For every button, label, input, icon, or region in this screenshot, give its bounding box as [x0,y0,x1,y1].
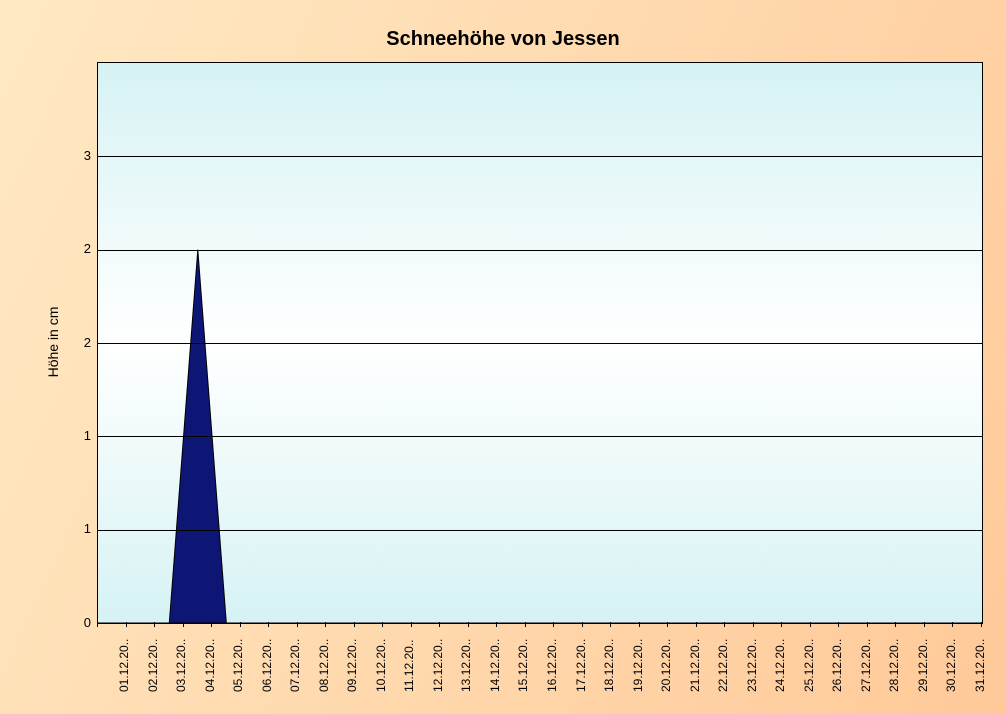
plot-area [97,62,983,624]
y-tick-label: 3 [61,148,91,163]
x-tick-label: 26.12.20.. [830,630,844,692]
gridline [98,250,982,251]
x-tick-label: 06.12.20.. [260,630,274,692]
x-tick-label: 19.12.20.. [631,630,645,692]
x-tick-label: 15.12.20.. [516,630,530,692]
x-tick-label: 08.12.20.. [317,630,331,692]
x-tick-label: 17.12.20.. [574,630,588,692]
x-tick-mark [867,622,868,627]
x-tick-mark [240,622,241,627]
x-tick-label: 09.12.20.. [345,630,359,692]
x-tick-mark [667,622,668,627]
x-tick-label: 31.12.20.. [973,630,987,692]
y-tick-label: 1 [61,521,91,536]
x-tick-label: 18.12.20.. [602,630,616,692]
x-tick-mark [97,622,98,627]
x-tick-mark [382,622,383,627]
y-axis-label: Höhe in cm [45,62,61,622]
x-tick-mark [610,622,611,627]
x-tick-mark [325,622,326,627]
x-tick-mark [496,622,497,627]
x-tick-label: 10.12.20.. [374,630,388,692]
gridline [98,343,982,344]
x-tick-mark [724,622,725,627]
x-tick-label: 05.12.20.. [231,630,245,692]
x-tick-mark [924,622,925,627]
x-tick-mark [525,622,526,627]
x-tick-mark [211,622,212,627]
x-tick-mark [154,622,155,627]
x-tick-mark [268,622,269,627]
x-tick-label: 03.12.20.. [174,630,188,692]
x-tick-label: 12.12.20.. [431,630,445,692]
x-tick-mark [810,622,811,627]
x-tick-mark [126,622,127,627]
x-tick-label: 20.12.20.. [659,630,673,692]
gridline [98,436,982,437]
gridline [98,156,982,157]
x-tick-label: 11.12.20.. [402,630,416,692]
y-tick-label: 2 [61,335,91,350]
x-tick-mark [411,622,412,627]
x-tick-mark [439,622,440,627]
x-tick-mark [895,622,896,627]
x-tick-label: 23.12.20.. [745,630,759,692]
y-tick-label: 0 [61,615,91,630]
x-tick-mark [696,622,697,627]
x-tick-label: 29.12.20.. [916,630,930,692]
x-tick-label: 07.12.20.. [288,630,302,692]
x-tick-mark [838,622,839,627]
x-tick-label: 24.12.20.. [773,630,787,692]
x-tick-label: 27.12.20.. [859,630,873,692]
y-tick-label: 1 [61,428,91,443]
x-tick-label: 28.12.20.. [887,630,901,692]
x-tick-mark [468,622,469,627]
x-tick-label: 14.12.20.. [488,630,502,692]
x-tick-mark [553,622,554,627]
x-tick-mark [183,622,184,627]
x-tick-mark [639,622,640,627]
x-tick-mark [354,622,355,627]
chart-title: Schneehöhe von Jessen [0,28,1006,51]
x-tick-mark [781,622,782,627]
x-tick-label: 25.12.20.. [802,630,816,692]
x-tick-label: 22.12.20.. [716,630,730,692]
y-tick-label: 2 [61,241,91,256]
x-tick-mark [297,622,298,627]
x-tick-label: 04.12.20.. [203,630,217,692]
x-tick-mark [981,622,982,627]
x-tick-label: 21.12.20.. [688,630,702,692]
x-tick-label: 16.12.20.. [545,630,559,692]
x-tick-label: 13.12.20.. [459,630,473,692]
x-tick-label: 30.12.20.. [944,630,958,692]
gridline [98,530,982,531]
x-tick-mark [582,622,583,627]
x-tick-label: 02.12.20.. [146,630,160,692]
x-tick-label: 01.12.20.. [117,630,131,692]
x-tick-mark [753,622,754,627]
x-tick-mark [952,622,953,627]
chart-canvas: Schneehöhe von Jessen Höhe in cm 0112230… [0,0,1006,714]
